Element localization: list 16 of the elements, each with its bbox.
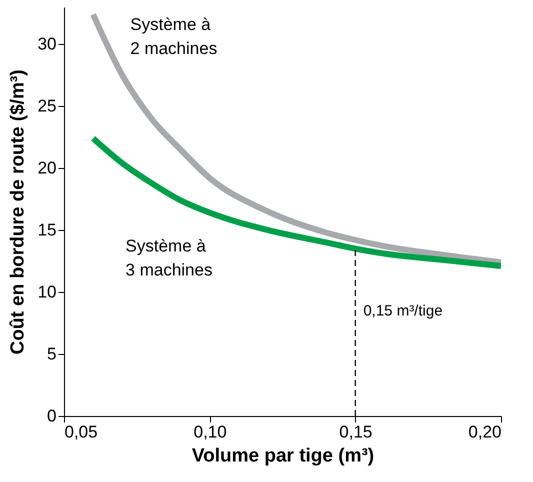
- x-axis-title: Volume par tige (m³): [192, 446, 374, 466]
- x-tick-label: 0,15: [339, 422, 372, 442]
- y-axis-title: Coût en bordure de route ($/m³): [8, 70, 29, 354]
- y-tick-label: 15: [38, 220, 56, 240]
- x-tick-label: 0,05: [64, 422, 98, 442]
- series-label: Système à 2 machines: [130, 15, 218, 58]
- annotation: 0,15 m³/tige: [363, 302, 443, 320]
- y-tick-label: 5: [47, 344, 56, 364]
- y-tick-label: 0: [47, 406, 56, 426]
- series-label: Système à 3 machines: [126, 236, 212, 280]
- y-tick-label: 25: [38, 96, 56, 116]
- x-tick-label: 0,10: [194, 422, 227, 442]
- y-tick-label: 20: [38, 158, 56, 178]
- y-tick-label: 10: [38, 282, 56, 302]
- x-tick-label: 0,20: [468, 422, 502, 442]
- y-tick-label: 30: [38, 34, 56, 54]
